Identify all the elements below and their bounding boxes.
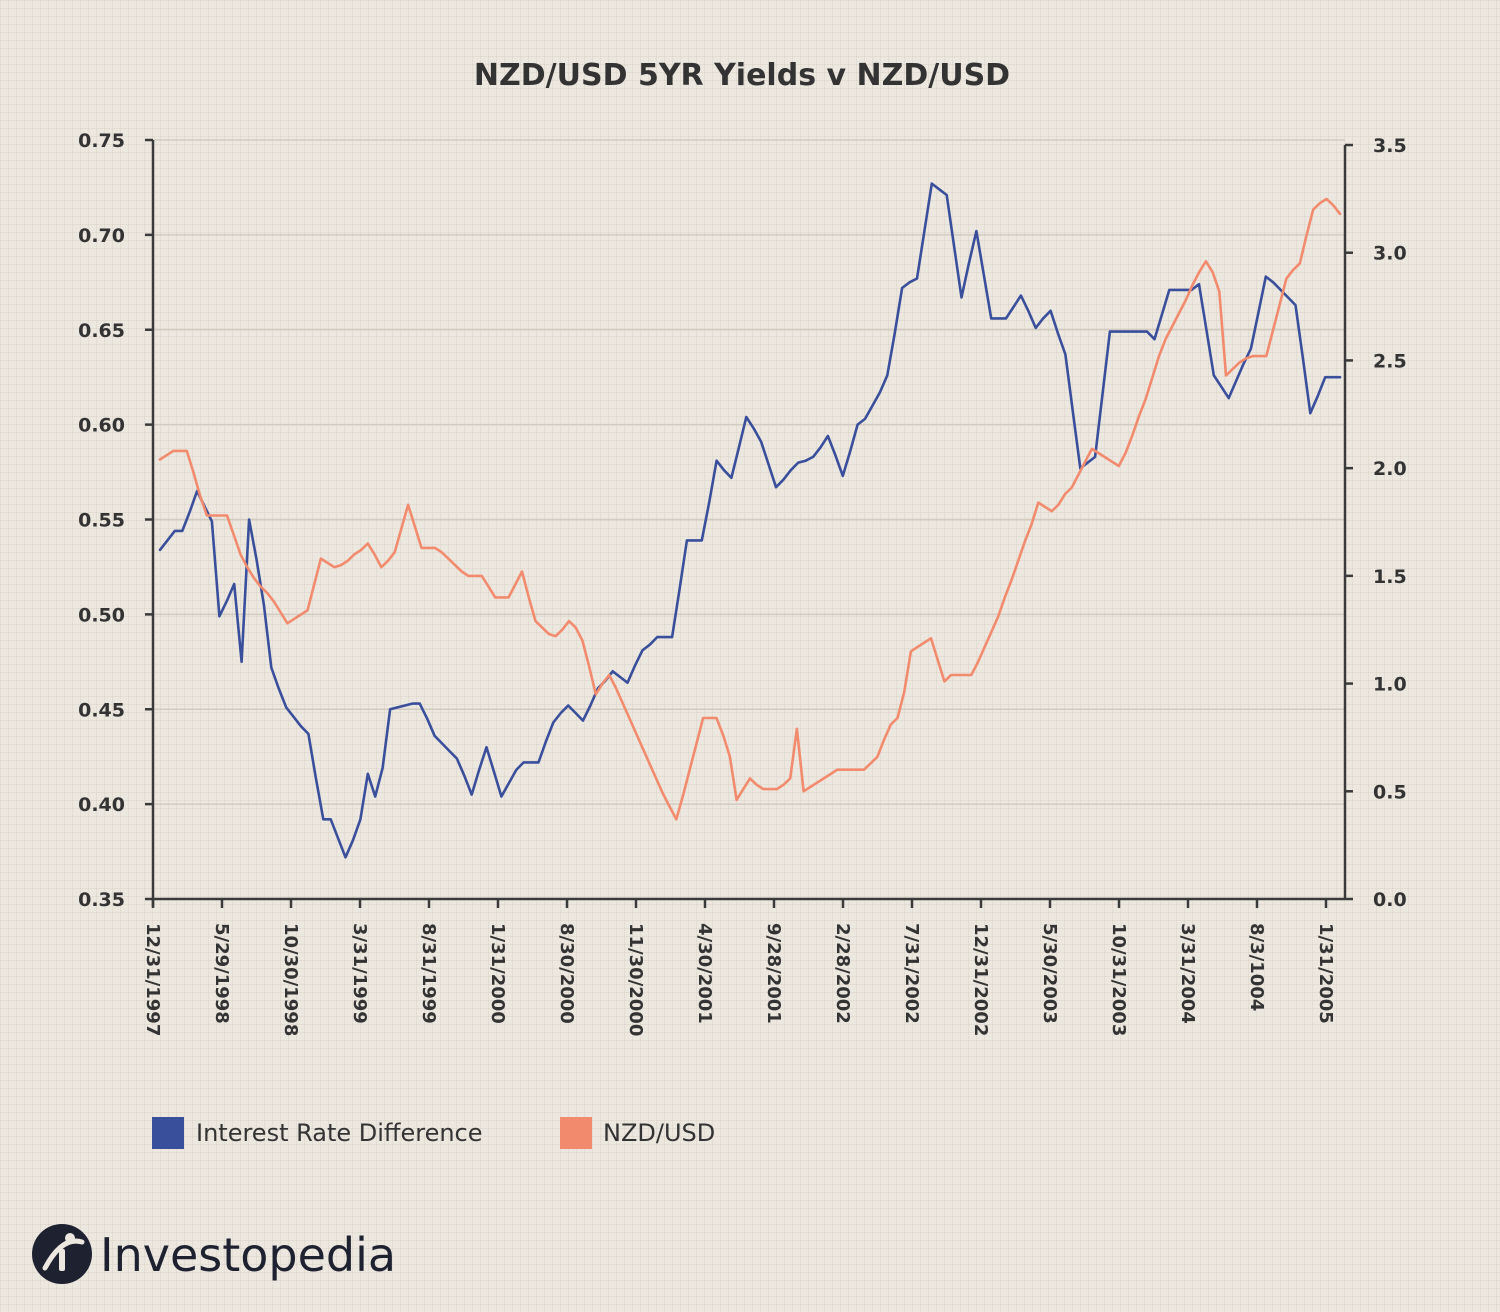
series-line-interest-rate-difference bbox=[158, 182, 1342, 859]
x-axis-tick-label: 4/30/2001 bbox=[694, 923, 715, 1024]
x-axis-tick-label: 1/31/2000 bbox=[487, 923, 508, 1024]
x-axis-tick-label: 5/30/2003 bbox=[1039, 923, 1060, 1024]
legend-label-nzd-usd: NZD/USD bbox=[603, 1119, 715, 1147]
series-group bbox=[158, 182, 1342, 859]
left-axis-tick-label: 0.60 bbox=[78, 415, 125, 437]
right-axis-tick-label: 2.5 bbox=[1373, 350, 1407, 372]
chart-title: NZD/USD 5YR Yields v NZD/USD bbox=[474, 58, 1010, 93]
left-axis-tick-label: 0.65 bbox=[78, 320, 125, 342]
x-axis-tick-label: 12/31/2002 bbox=[970, 923, 991, 1036]
left-axis-tick-label: 0.50 bbox=[78, 604, 125, 626]
right-axis-tick-label: 0.0 bbox=[1373, 889, 1407, 911]
x-axis-tick-label: 9/28/2001 bbox=[763, 923, 784, 1024]
x-axis-tick-label: 10/30/1998 bbox=[280, 923, 301, 1036]
x-axis-tick-label: 11/30/2000 bbox=[625, 923, 646, 1036]
x-axis-tick-label: 1/31/2005 bbox=[1315, 923, 1336, 1024]
legend-swatch-nzd-usd bbox=[560, 1117, 592, 1149]
right-axis-tick-label: 0.5 bbox=[1373, 781, 1407, 803]
left-axis-tick-label: 0.70 bbox=[78, 225, 125, 247]
investopedia-logo-icon bbox=[32, 1224, 92, 1284]
x-axis-tick-label: 5/29/1998 bbox=[211, 923, 232, 1024]
legend-label-interest-rate-difference: Interest Rate Difference bbox=[196, 1119, 483, 1147]
right-axis-tick-label: 1.5 bbox=[1373, 566, 1407, 588]
legend: Interest Rate Difference NZD/USD bbox=[152, 1117, 715, 1149]
right-axis-tick-label: 3.0 bbox=[1373, 243, 1407, 265]
right-axis-tick-label: 1.0 bbox=[1373, 674, 1407, 696]
x-axis-tick-label: 8/30/2000 bbox=[556, 923, 577, 1024]
legend-swatch-interest-rate-difference bbox=[152, 1117, 184, 1149]
left-axis-tick-label: 0.45 bbox=[78, 699, 125, 721]
right-axis-tick-label: 3.5 bbox=[1373, 135, 1407, 157]
x-axis-tick-label: 2/28/2002 bbox=[832, 923, 853, 1024]
axes: 0.35 0.40 0.45 0.50 0.55 0.60 0.65 0.70 0.75 0.0 0… bbox=[78, 130, 1407, 1036]
left-axis-tick-label: 0.75 bbox=[78, 130, 125, 152]
x-axis-tick-label: 8/3/1004 bbox=[1246, 923, 1267, 1011]
series-line-nzd-usd bbox=[158, 197, 1342, 821]
investopedia-logo: Investopedia bbox=[32, 1224, 396, 1284]
grid-lines bbox=[153, 139, 1345, 900]
x-axis-tick-label: 3/31/2004 bbox=[1177, 923, 1198, 1024]
x-axis-tick-label: 10/31/2003 bbox=[1108, 923, 1129, 1036]
left-axis-tick-label: 0.35 bbox=[78, 889, 125, 911]
x-axis-tick-label: 3/31/1999 bbox=[349, 923, 370, 1024]
left-axis-tick-label: 0.55 bbox=[78, 510, 125, 532]
x-axis-tick-label: 8/31/1999 bbox=[418, 923, 439, 1024]
x-axis-tick-label: 12/31/1997 bbox=[142, 923, 163, 1036]
right-axis-tick-label: 2.0 bbox=[1373, 458, 1407, 480]
x-axis-tick-label: 7/31/2002 bbox=[901, 923, 922, 1024]
left-axis-tick-label: 0.40 bbox=[78, 794, 125, 816]
investopedia-logo-text: Investopedia bbox=[100, 1228, 396, 1282]
